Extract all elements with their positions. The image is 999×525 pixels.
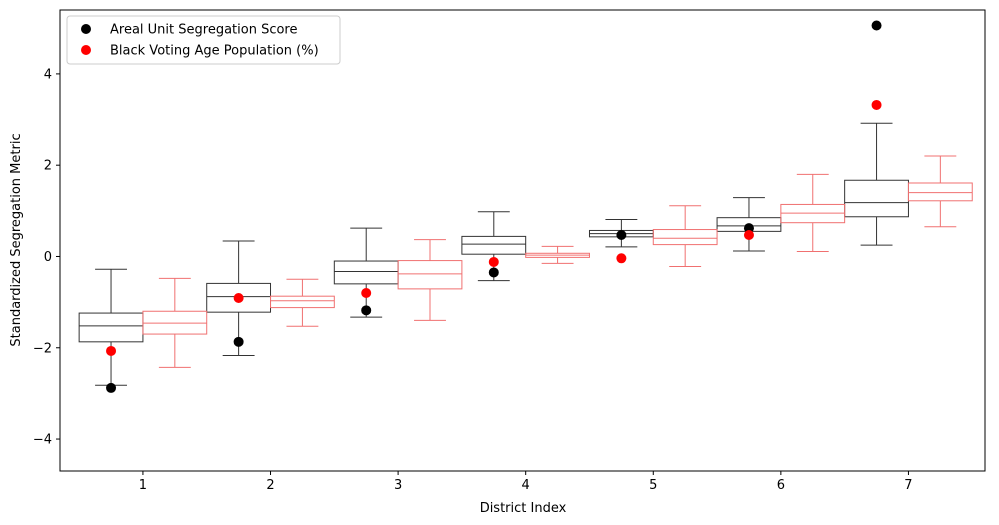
point-bvap-3 (361, 287, 372, 298)
point-bvap-2 (233, 293, 244, 304)
iqr-box (461, 235, 527, 255)
box-plots (78, 122, 973, 386)
iqr-box (78, 312, 144, 343)
point-areal-unit-2 (233, 336, 244, 347)
x-axis-ticks: 1 2 3 4 5 6 7 (139, 471, 913, 493)
box-bvap-district-6 (780, 173, 846, 252)
x-tick-label-6: 6 (777, 478, 785, 493)
iqr-box (907, 182, 973, 202)
box-bvap-district-1 (142, 277, 208, 368)
y-tick-label--2: −2 (33, 341, 52, 356)
box-bvap-district-5 (652, 205, 718, 268)
point-areal-unit-4 (488, 267, 499, 278)
x-axis-label: District Index (480, 501, 567, 516)
point-areal-unit-7 (871, 20, 882, 31)
iqr-box (397, 260, 463, 290)
box-areal-unit-district-1 (78, 268, 144, 386)
box-bvap-district-3 (397, 239, 463, 321)
y-tick-label--4: −4 (33, 433, 52, 448)
legend-label-bvap: Black Voting Age Population (%) (110, 44, 319, 59)
point-bvap-5 (616, 253, 627, 264)
point-bvap-7 (871, 99, 882, 110)
plot-frame (59, 9, 986, 472)
box-bvap-district-7 (907, 155, 973, 228)
y-tick-label-2: 2 (44, 159, 52, 174)
iqr-box (333, 260, 399, 285)
x-tick-label-2: 2 (266, 478, 274, 493)
legend-marker-areal-unit (81, 24, 91, 34)
legend-marker-bvap (81, 45, 91, 55)
x-tick-label-3: 3 (394, 478, 402, 493)
point-areal-unit-3 (361, 305, 372, 316)
scatter-points (106, 20, 882, 393)
point-areal-unit-1 (106, 382, 117, 393)
y-tick-label-0: 0 (44, 250, 52, 265)
iqr-box (844, 179, 909, 218)
legend-label-areal-unit: Areal Unit Segregation Score (110, 23, 297, 38)
y-tick-label-4: 4 (44, 67, 52, 82)
box-areal-unit-district-2 (206, 240, 272, 357)
plot-area (78, 20, 973, 393)
legend-box (66, 15, 341, 65)
point-areal-unit-6 (743, 223, 754, 234)
x-tick-label-7: 7 (904, 478, 912, 493)
point-bvap-6 (743, 230, 754, 241)
point-bvap-4 (488, 256, 499, 267)
box-areal-unit-district-3 (333, 227, 399, 318)
box-bvap-district-2 (270, 278, 335, 327)
box-areal-unit-district-7 (844, 122, 909, 246)
legend: Areal Unit Segregation Score Black Votin… (66, 15, 341, 65)
point-areal-unit-5 (616, 230, 627, 241)
y-axis-ticks: −4 −2 0 2 4 (33, 67, 60, 448)
iqr-box (652, 229, 718, 246)
y-axis-label: Standardized Segregation Metric (9, 133, 24, 346)
box-bvap-district-4 (525, 245, 590, 264)
x-tick-label-5: 5 (649, 478, 657, 493)
point-bvap-1 (106, 345, 117, 356)
x-tick-label-1: 1 (139, 478, 147, 493)
iqr-box (270, 295, 335, 309)
x-tick-label-4: 4 (522, 478, 530, 493)
